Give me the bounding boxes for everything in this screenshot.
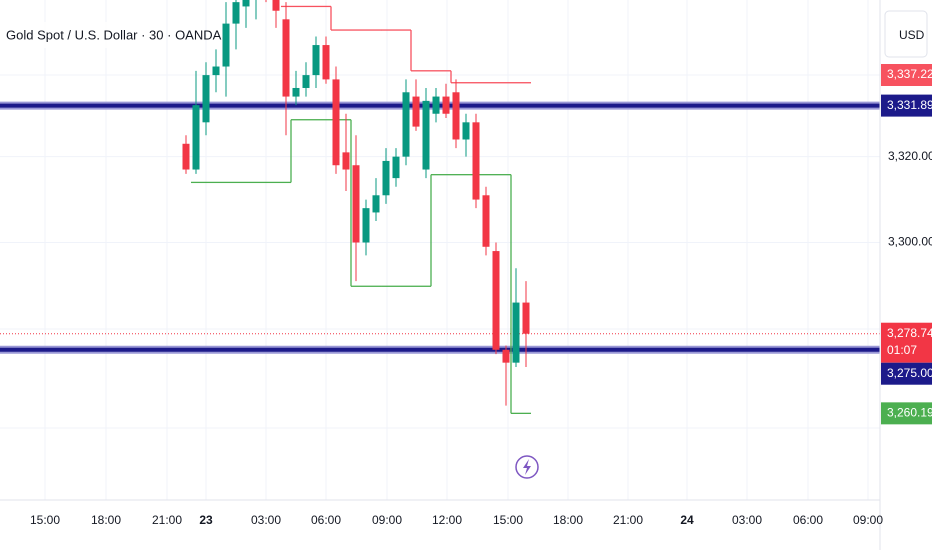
price-tag: 3,275.003 (881, 362, 932, 385)
candle-body (452, 92, 460, 140)
x-tick-label: 15:00 (493, 513, 523, 527)
candle-body (362, 208, 370, 243)
x-tick-label: 09:00 (853, 513, 883, 527)
lightning (523, 459, 531, 475)
chart-title: Gold Spot / U.S. Dollar · 30 · OANDA (6, 27, 222, 42)
candle-body (212, 66, 220, 76)
price-tag-label: 3,260.190 (887, 406, 932, 420)
candle-body (302, 75, 310, 88)
candle-body (462, 122, 470, 140)
candle-body (292, 87, 300, 97)
candle-body (382, 160, 390, 196)
title-bg (0, 22, 160, 48)
y-tick-label: 3,300.000 (888, 235, 932, 249)
price-tag: 3,331.895 (881, 94, 932, 117)
candle-body (192, 105, 200, 170)
candle-body (512, 302, 520, 363)
candle-body (352, 165, 360, 243)
candle-body (472, 122, 480, 200)
candle-body (432, 96, 440, 114)
x-tick-label: 09:00 (372, 513, 402, 527)
price-tag-bg (881, 362, 932, 385)
price-tag-bg (881, 322, 932, 363)
x-tick-label: 18:00 (91, 513, 121, 527)
price-tag: 3,278.745 01:07 (881, 322, 932, 363)
y-tick-label: 3,320.000 (888, 149, 932, 163)
x-tick-label: 15:00 (30, 513, 60, 527)
x-tick-label: 06:00 (311, 513, 341, 527)
candle-body (242, 0, 250, 7)
x-tick-label: 24 (680, 513, 694, 527)
candle-body (492, 251, 500, 350)
price-tag-bg (881, 64, 932, 86)
candle-body (372, 195, 380, 213)
x-tick-label: 21:00 (152, 513, 182, 527)
x-tick-label: 23 (199, 513, 213, 527)
candle-body (332, 79, 340, 166)
candle-body (312, 45, 320, 76)
x-tick-label: 12:00 (432, 513, 462, 527)
countdown: 01:07 (887, 343, 917, 357)
candle-body (272, 0, 280, 11)
candle-body (282, 19, 290, 97)
x-tick-label: 18:00 (553, 513, 583, 527)
candle-body (222, 23, 230, 67)
candle-body (182, 143, 190, 170)
price-tag-label: 3,275.003 (887, 366, 932, 380)
candle-body (402, 92, 410, 157)
price-tag-bg (881, 94, 932, 117)
candle-body (392, 156, 400, 179)
price-tag-bg (881, 402, 932, 425)
candle-body (482, 195, 490, 247)
candle-body (202, 75, 210, 123)
price-tag-label: 3,331.895 (887, 98, 932, 112)
price-tag: 3,260.190 (881, 402, 932, 425)
x-tick-label: 03:00 (732, 513, 762, 527)
x-tick-label: 06:00 (793, 513, 823, 527)
price-tag: 3,337.220 (881, 64, 932, 86)
currency-button[interactable] (884, 10, 928, 58)
candle-body (412, 96, 420, 127)
candle-body (502, 349, 510, 363)
candle-body (522, 302, 530, 334)
candle-body (232, 2, 240, 24)
price-tag-label: 3,278.745 (887, 326, 932, 340)
price-tag-label: 3,337.220 (887, 67, 932, 81)
x-tick-label: 21:00 (613, 513, 643, 527)
currency-label[interactable]: USD (899, 28, 925, 42)
candle-body (322, 45, 330, 80)
plot-area (0, 0, 880, 500)
x-tick-label: 03:00 (251, 513, 281, 527)
candle-body (342, 152, 350, 170)
candle-body (422, 100, 430, 170)
candle-body (442, 96, 450, 114)
